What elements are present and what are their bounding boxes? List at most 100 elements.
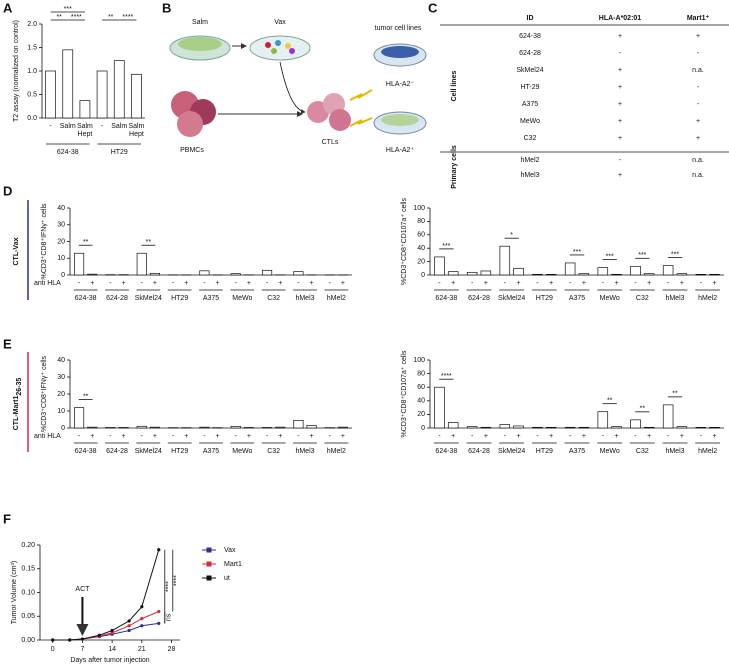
- y-tick-label: 2.0: [27, 21, 37, 28]
- annotation: ***: [573, 249, 581, 256]
- series-sign: +: [712, 433, 716, 440]
- row-label: CTL-Vax: [13, 237, 20, 265]
- panel-label: F: [3, 511, 11, 526]
- bar: [499, 424, 511, 429]
- y-tick-label: 80: [417, 218, 425, 225]
- y-tick-label: 100: [413, 205, 425, 212]
- bar: [113, 60, 125, 119]
- bar: [230, 425, 241, 429]
- table-cell: -: [697, 84, 700, 91]
- bar: [545, 426, 557, 429]
- table-cell: +: [618, 118, 622, 125]
- series-sign: +: [582, 280, 586, 287]
- y-tick-label: 40: [417, 245, 425, 252]
- point: [157, 621, 161, 625]
- x-tick-label: hMel2: [327, 295, 346, 302]
- series-sign: +: [310, 433, 314, 440]
- y-tick-label: 10: [57, 408, 65, 415]
- y-tick-label: 0: [61, 425, 65, 432]
- annotation: **: [83, 393, 89, 400]
- bar: [199, 270, 210, 276]
- x-tick-label: -: [49, 123, 52, 130]
- series-sign: -: [504, 280, 507, 287]
- bar: [466, 426, 478, 429]
- label-line: Salm: [128, 123, 144, 130]
- dish: [249, 35, 311, 61]
- series-sign: +: [680, 433, 684, 440]
- point: [51, 638, 55, 642]
- table-cell: hMel3: [520, 172, 539, 179]
- x-tick-label: Salm Hept: [77, 123, 93, 138]
- x-tick-label: SkMel24: [498, 448, 525, 455]
- diagram-label: HLA-A2⁺: [386, 147, 415, 154]
- x-tick-label: 28: [168, 646, 176, 653]
- x-tick-label: HT29: [171, 295, 188, 302]
- series-sign: +: [341, 280, 345, 287]
- y-tick-label: 0: [61, 272, 65, 279]
- y-tick-label: 100: [413, 357, 425, 364]
- series-sign: -: [569, 433, 572, 440]
- x-tick-label: C32: [636, 295, 649, 302]
- x-tick-label: hMel3: [295, 448, 314, 455]
- bar: [149, 426, 160, 429]
- legend-marker: [206, 575, 212, 581]
- x-tick-label: 624-28: [468, 295, 490, 302]
- series-sign: +: [310, 280, 314, 287]
- y-tick-label: 80: [417, 370, 425, 377]
- y-axis-label: Tumor Volume (cm³): [11, 561, 18, 625]
- point: [157, 609, 161, 614]
- panel-label: E: [3, 336, 12, 351]
- bar: [136, 425, 147, 429]
- bar: [275, 426, 286, 429]
- annotation: ***: [64, 6, 72, 13]
- y-tick-label: 0: [421, 272, 425, 279]
- x-tick-label: 624-38: [75, 295, 97, 302]
- table-cell: n.a.: [692, 172, 704, 179]
- bar: [578, 273, 590, 276]
- bar: [118, 427, 129, 429]
- y-tick-label: 0.05: [21, 613, 35, 620]
- bar: [434, 386, 445, 429]
- point: [140, 605, 144, 609]
- bar: [597, 267, 609, 276]
- x-tick-label: A375: [569, 295, 585, 302]
- arrow: [279, 61, 306, 114]
- y-tick-label: 20: [417, 411, 425, 418]
- point: [110, 628, 114, 633]
- series-line: [52, 549, 160, 641]
- bar: [262, 269, 273, 276]
- table-cell: MeWo: [520, 118, 540, 125]
- x-tick-label: HT29: [536, 295, 553, 302]
- table-cell: +: [618, 67, 622, 74]
- annotation: **: [640, 406, 646, 413]
- x-tick-label: 14: [108, 646, 116, 653]
- y-tick-label: 0.20: [21, 542, 35, 549]
- bar: [513, 267, 524, 276]
- series-sign: -: [700, 280, 703, 287]
- table-cell: 624-28: [519, 50, 541, 57]
- x-tick-label: SkMel24: [135, 295, 162, 302]
- y-tick-label: 0.00: [21, 637, 35, 644]
- series-sign: +: [247, 433, 251, 440]
- annotation: ***: [442, 243, 450, 250]
- y-tick-label: 1.0: [27, 68, 37, 75]
- bar: [79, 100, 91, 119]
- label-line: -: [101, 123, 104, 130]
- diagram-label: tumor cell lines: [375, 25, 422, 32]
- dot: [271, 48, 277, 54]
- panel-label: C: [428, 0, 438, 15]
- diagram-label: PBMCs: [180, 147, 204, 154]
- x-tick-label: SkMel24: [498, 295, 525, 302]
- series-sign: -: [141, 280, 144, 287]
- cells: [381, 46, 419, 58]
- bar: [709, 273, 720, 276]
- x-tick-label: MeWo: [232, 295, 252, 302]
- series-sign: +: [712, 280, 716, 287]
- point: [140, 624, 144, 628]
- bar: [199, 426, 210, 429]
- x-tick-label: hMel3: [665, 448, 684, 455]
- bar: [87, 426, 98, 429]
- bar: [74, 407, 85, 429]
- panel-label: A: [3, 0, 13, 15]
- series-sign: +: [122, 433, 126, 440]
